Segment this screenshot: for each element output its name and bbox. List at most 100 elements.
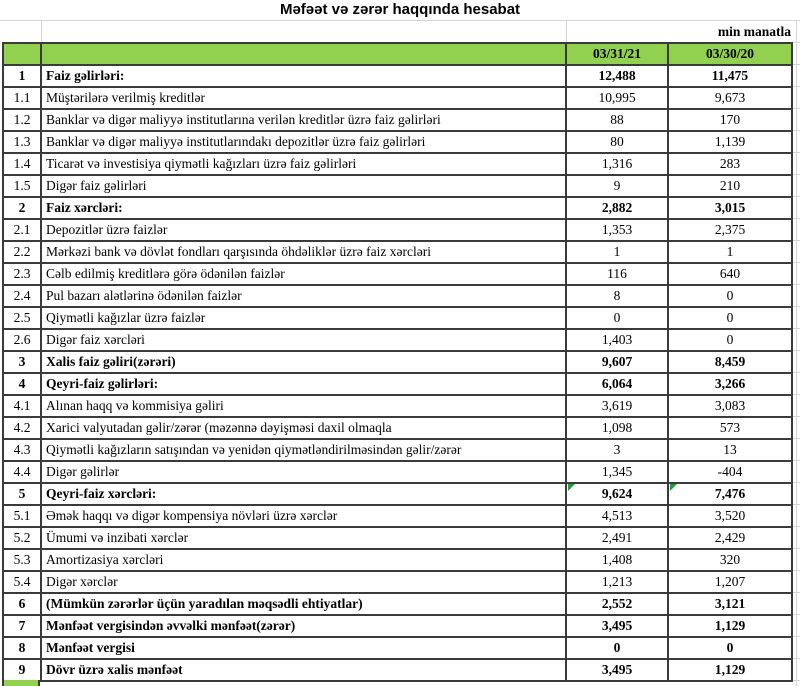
value-2020-cell: 11,475 xyxy=(669,66,793,86)
table-row: 1.4 Ticarət və investisiya qiymətli kağız… xyxy=(4,154,793,176)
gridline xyxy=(791,460,800,461)
gridline xyxy=(791,526,800,527)
value-2020-cell-text: 3,015 xyxy=(714,200,746,215)
row-label-cell-text: Pul bazarı alətlərinə ödənilən faizlər xyxy=(46,288,242,303)
row-number-cell-text: 4.2 xyxy=(13,420,31,435)
value-2020-cell-text: 7,476 xyxy=(714,486,746,501)
gridline xyxy=(791,262,800,263)
row-label-cell: Müştərilərə verilmiş kreditlər xyxy=(42,88,567,108)
row-label-cell-text: Digər faiz xərcləri xyxy=(46,332,145,347)
column-header-2020: 03/30/20 xyxy=(705,46,754,61)
row-label-cell: Digər faiz xərcləri xyxy=(42,330,567,350)
value-2021-cell: 10,995 xyxy=(567,88,669,108)
row-label-cell: Depozitlər üzrə faizlər xyxy=(42,220,567,240)
table-row: 5.3 Amortizasiya xərcləri 1,408 320 xyxy=(4,550,793,572)
value-2021-cell: 1,353 xyxy=(567,220,669,240)
value-2021-cell: 0 xyxy=(567,638,669,658)
value-2020-cell-text: 640 xyxy=(719,266,741,281)
row-label-cell-text: (Mümkün zərərlər üçün yaradılan məqsədli… xyxy=(46,596,363,611)
table-row: 8 Mənfəət vergisi 0 0 xyxy=(4,638,793,660)
row-number-cell: 4.4 xyxy=(4,462,42,482)
value-2020-cell: 1,129 xyxy=(669,660,793,680)
value-2021-cell-text: 9,624 xyxy=(601,486,633,501)
table-row: 5.2 Ümumi və inzibati xərclər 2,491 2,429 xyxy=(4,528,793,550)
row-label-cell-text: Dövr üzrə xalis mənfəət xyxy=(46,662,183,677)
value-2020-cell: 3,121 xyxy=(669,594,793,614)
value-2020-cell-text: 3,121 xyxy=(714,596,746,611)
table-row: 4.2 Xarici valyutadan gəlir/zərər (məzənn… xyxy=(4,418,793,440)
row-number-cell-text: 9 xyxy=(18,662,26,677)
row-number-cell-text: 3 xyxy=(18,354,26,369)
value-2021-cell-text: 2,552 xyxy=(601,596,633,611)
value-2020-cell: 0 xyxy=(669,638,793,658)
value-2021-cell: 1,316 xyxy=(567,154,669,174)
gridline xyxy=(791,42,800,43)
row-number-cell: 2.4 xyxy=(4,286,42,306)
value-2021-cell-text: 1 xyxy=(613,244,621,259)
page-title: Məfəət və zərər haqqında hesabat xyxy=(279,1,521,18)
value-2020-cell: 283 xyxy=(669,154,793,174)
header-description-cell xyxy=(42,44,567,64)
row-label-cell-text: Xalis faiz gəliri(zərəri) xyxy=(46,354,176,369)
gridline xyxy=(791,152,800,153)
value-2021-cell-text: 8 xyxy=(613,288,621,303)
value-2021-cell-text: 88 xyxy=(610,112,624,127)
value-2020-cell: 0 xyxy=(669,330,793,350)
row-number-cell: 2.1 xyxy=(4,220,42,240)
gridline xyxy=(791,504,800,505)
row-number-cell-text: 4.1 xyxy=(13,398,31,413)
row-label-cell-text: Müştərilərə verilmiş kreditlər xyxy=(46,90,205,105)
value-2021-cell: 1,345 xyxy=(567,462,669,482)
row-number-cell-text: 6 xyxy=(18,596,26,611)
row-label-cell: Cəlb edilmiş kreditlərə görə ödənilən fa… xyxy=(42,264,567,284)
row-label-cell-text: Mənfəət vergisindən əvvəlki mənfəət(zərə… xyxy=(46,618,296,633)
gridline xyxy=(791,636,800,637)
row-number-cell-text: 5.3 xyxy=(13,552,31,567)
value-2020-cell-text: 0 xyxy=(726,310,734,325)
value-2021-cell: 1,403 xyxy=(567,330,669,350)
table-row: 4.1 Alınan haqq və kommisiya gəliri 3,619 3… xyxy=(4,396,793,418)
value-2021-cell-text: 9,607 xyxy=(601,354,633,369)
row-label-cell: Faiz gəlirləri: xyxy=(42,66,567,86)
value-2020-cell-text: 210 xyxy=(719,178,741,193)
value-2020-cell: 1 xyxy=(669,242,793,262)
value-2020-cell: -404 xyxy=(669,462,793,482)
table-row: 2.3 Cəlb edilmiş kreditlərə görə ödənilən… xyxy=(4,264,793,286)
row-label-cell: Ticarət və investisiya qiymətli kağızlar… xyxy=(42,154,567,174)
row-label-cell-text: Digər gəlirlər xyxy=(46,464,120,479)
row-number-cell-text: 4.3 xyxy=(13,442,31,457)
value-2021-cell-text: 1,098 xyxy=(601,420,633,435)
row-number-cell-text: 7 xyxy=(18,618,26,633)
row-number-cell: 4.2 xyxy=(4,418,42,438)
table-row: 9 Dövr üzrə xalis mənfəət 3,495 1,129 xyxy=(4,660,793,682)
value-2021-cell-text: 1,353 xyxy=(601,222,633,237)
row-number-cell: 6 xyxy=(4,594,42,614)
value-2020-cell: 1,139 xyxy=(669,132,793,152)
gridline xyxy=(791,680,800,681)
value-2021-cell-text: 80 xyxy=(610,134,624,149)
gridline xyxy=(41,20,42,42)
row-number-cell: 1.2 xyxy=(4,110,42,130)
value-2021-cell-text: 6,064 xyxy=(601,376,633,391)
table-row: 1.2 Banklar və digər maliyyə institutları… xyxy=(4,110,793,132)
row-number-cell-text: 8 xyxy=(18,640,26,655)
value-2021-cell-text: 0 xyxy=(613,640,621,655)
value-2020-cell-text: 170 xyxy=(719,112,741,127)
value-2021-cell: 9,624 xyxy=(567,484,669,504)
gridline xyxy=(791,592,800,593)
row-number-cell-text: 5.2 xyxy=(13,530,31,545)
row-number-cell-text: 2.5 xyxy=(13,310,31,325)
column-header-2021: 03/31/21 xyxy=(592,46,641,61)
gridline xyxy=(791,196,800,197)
value-2021-cell-text: 3,495 xyxy=(601,662,633,677)
row-label-cell: Mənfəət vergisindən əvvəlki mənfəət(zərə… xyxy=(42,616,567,636)
row-number-cell: 5.3 xyxy=(4,550,42,570)
row-number-cell: 4.3 xyxy=(4,440,42,460)
table-row: 2.4 Pul bazarı alətlərinə ödənilən faizlə… xyxy=(4,286,793,308)
table-row: 4.4 Digər gəlirlər 1,345 -404 xyxy=(4,462,793,484)
value-2020-cell: 8,459 xyxy=(669,352,793,372)
value-2021-cell: 116 xyxy=(567,264,669,284)
value-2020-cell-text: 3,083 xyxy=(714,398,746,413)
row-label-cell-text: Ümumi və inzibati xərclər xyxy=(46,530,189,545)
gridline xyxy=(791,438,800,439)
